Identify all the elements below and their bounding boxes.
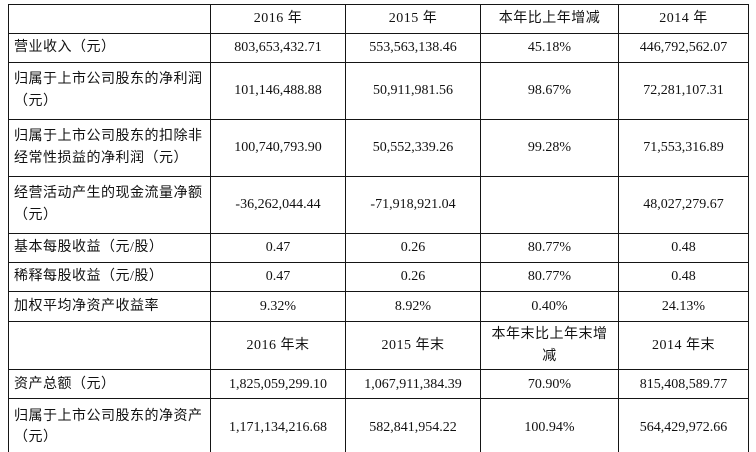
key-financials-table: 2016 年 2015 年 本年比上年增减 2014 年 营业收入（元） 803… (8, 4, 749, 452)
cell-value: 0.26 (345, 262, 481, 292)
cell-value: 582,841,954.22 (345, 398, 481, 452)
cell-value: 24.13% (618, 291, 749, 322)
cell-value: 72,281,107.31 (618, 62, 749, 120)
table-row: 归属于上市公司股东的净利润（元） 101,146,488.88 50,911,9… (8, 62, 749, 120)
row-label: 基本每股收益（元/股） (8, 233, 211, 263)
cell-value: 8.92% (345, 291, 481, 322)
cell-value: 1,171,134,216.68 (210, 398, 346, 452)
cell-value: 553,563,138.46 (345, 33, 481, 63)
cell-value: 100,740,793.90 (210, 119, 346, 177)
cell-value: 70.90% (480, 369, 619, 400)
cell-value: 0.48 (618, 233, 749, 263)
cell-value: 100.94% (480, 398, 619, 452)
cell-value: -71,918,921.04 (345, 176, 481, 234)
cell-value: 815,408,589.77 (618, 369, 749, 400)
cell-value: 80.77% (480, 262, 619, 292)
row-label: 归属于上市公司股东的净资产（元） (8, 398, 211, 452)
year-header: 2014 年 (618, 4, 749, 34)
cell-value: 71,553,316.89 (618, 119, 749, 177)
cell-value: 0.26 (345, 233, 481, 263)
row-label: 加权平均净资产收益率 (8, 291, 211, 322)
cell-value: -36,262,044.44 (210, 176, 346, 234)
yoy-end-change-header: 本年末比上年末增减 (480, 320, 619, 371)
cell-value: 446,792,562.07 (618, 33, 749, 63)
header-row-year-end: 2016 年末 2015 年末 本年末比上年末增减 2014 年末 (8, 320, 749, 371)
row-label: 归属于上市公司股东的净利润（元） (8, 62, 211, 120)
cell-value: 80.77% (480, 233, 619, 263)
row-label: 经营活动产生的现金流量净额（元） (8, 176, 211, 234)
table-row: 归属于上市公司股东的扣除非经常性损益的净利润（元） 100,740,793.90… (8, 119, 749, 177)
cell-value: 1,067,911,384.39 (345, 369, 481, 400)
cell-value: 564,429,972.66 (618, 398, 749, 452)
table-row: 加权平均净资产收益率 9.32% 8.92% 0.40% 24.13% (8, 291, 749, 322)
row-label: 稀释每股收益（元/股） (8, 262, 211, 292)
row-label: 归属于上市公司股东的扣除非经常性损益的净利润（元） (8, 119, 211, 177)
table-row: 归属于上市公司股东的净资产（元） 1,171,134,216.68 582,84… (8, 398, 749, 452)
yoy-change-header: 本年比上年增减 (480, 4, 619, 34)
cell-value: 50,911,981.56 (345, 62, 481, 120)
header-blank-cell (8, 320, 211, 371)
table-row: 稀释每股收益（元/股） 0.47 0.26 80.77% 0.48 (8, 262, 749, 292)
cell-value: 9.32% (210, 291, 346, 322)
row-label: 营业收入（元） (8, 33, 211, 63)
cell-value: 50,552,339.26 (345, 119, 481, 177)
table-row: 营业收入（元） 803,653,432.71 553,563,138.46 45… (8, 33, 749, 63)
table-row: 资产总额（元） 1,825,059,299.10 1,067,911,384.3… (8, 369, 749, 400)
cell-value: 803,653,432.71 (210, 33, 346, 63)
cell-value-empty (480, 176, 619, 234)
year-header: 2015 年 (345, 4, 481, 34)
table-row: 基本每股收益（元/股） 0.47 0.26 80.77% 0.48 (8, 233, 749, 263)
year-end-header: 2015 年末 (345, 320, 481, 371)
cell-value: 45.18% (480, 33, 619, 63)
header-row-annual: 2016 年 2015 年 本年比上年增减 2014 年 (8, 4, 749, 34)
header-blank-cell (8, 4, 211, 34)
row-label: 资产总额（元） (8, 369, 211, 400)
cell-value: 0.40% (480, 291, 619, 322)
cell-value: 48,027,279.67 (618, 176, 749, 234)
year-header: 2016 年 (210, 4, 346, 34)
cell-value: 0.47 (210, 262, 346, 292)
year-end-header: 2016 年末 (210, 320, 346, 371)
cell-value: 99.28% (480, 119, 619, 177)
table-row: 经营活动产生的现金流量净额（元） -36,262,044.44 -71,918,… (8, 176, 749, 234)
cell-value: 0.47 (210, 233, 346, 263)
cell-value: 0.48 (618, 262, 749, 292)
year-end-header: 2014 年末 (618, 320, 749, 371)
cell-value: 1,825,059,299.10 (210, 369, 346, 400)
cell-value: 101,146,488.88 (210, 62, 346, 120)
cell-value: 98.67% (480, 62, 619, 120)
